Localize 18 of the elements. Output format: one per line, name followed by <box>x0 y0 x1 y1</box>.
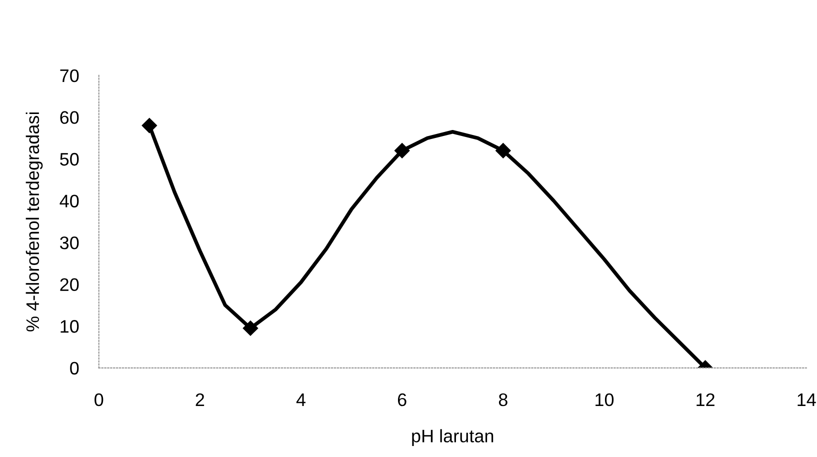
x-tick-label: 8 <box>498 393 508 406</box>
y-tick-label: 70 <box>60 69 79 82</box>
x-axis-title: pH larutan <box>412 429 494 446</box>
y-tick-label: 40 <box>60 194 79 208</box>
y-tick-label: 30 <box>60 236 79 250</box>
x-tick-label: 6 <box>398 393 406 406</box>
x-tick-label: 12 <box>696 393 714 406</box>
x-tick-label: 14 <box>798 394 816 406</box>
y-tick-label: 0 <box>70 362 79 375</box>
x-tick-label: 0 <box>94 393 104 406</box>
y-tick-label: 50 <box>60 152 79 166</box>
x-tick-label: 4 <box>296 394 306 406</box>
y-tick-label: 60 <box>60 111 79 124</box>
y-tick-label: 20 <box>60 278 79 292</box>
x-tick-label: 10 <box>596 393 614 406</box>
y-axis-title: % 4-klorofenol terdegradasi <box>26 112 43 332</box>
y-tick-label: 10 <box>60 320 79 333</box>
x-tick-label: 2 <box>196 393 204 406</box>
